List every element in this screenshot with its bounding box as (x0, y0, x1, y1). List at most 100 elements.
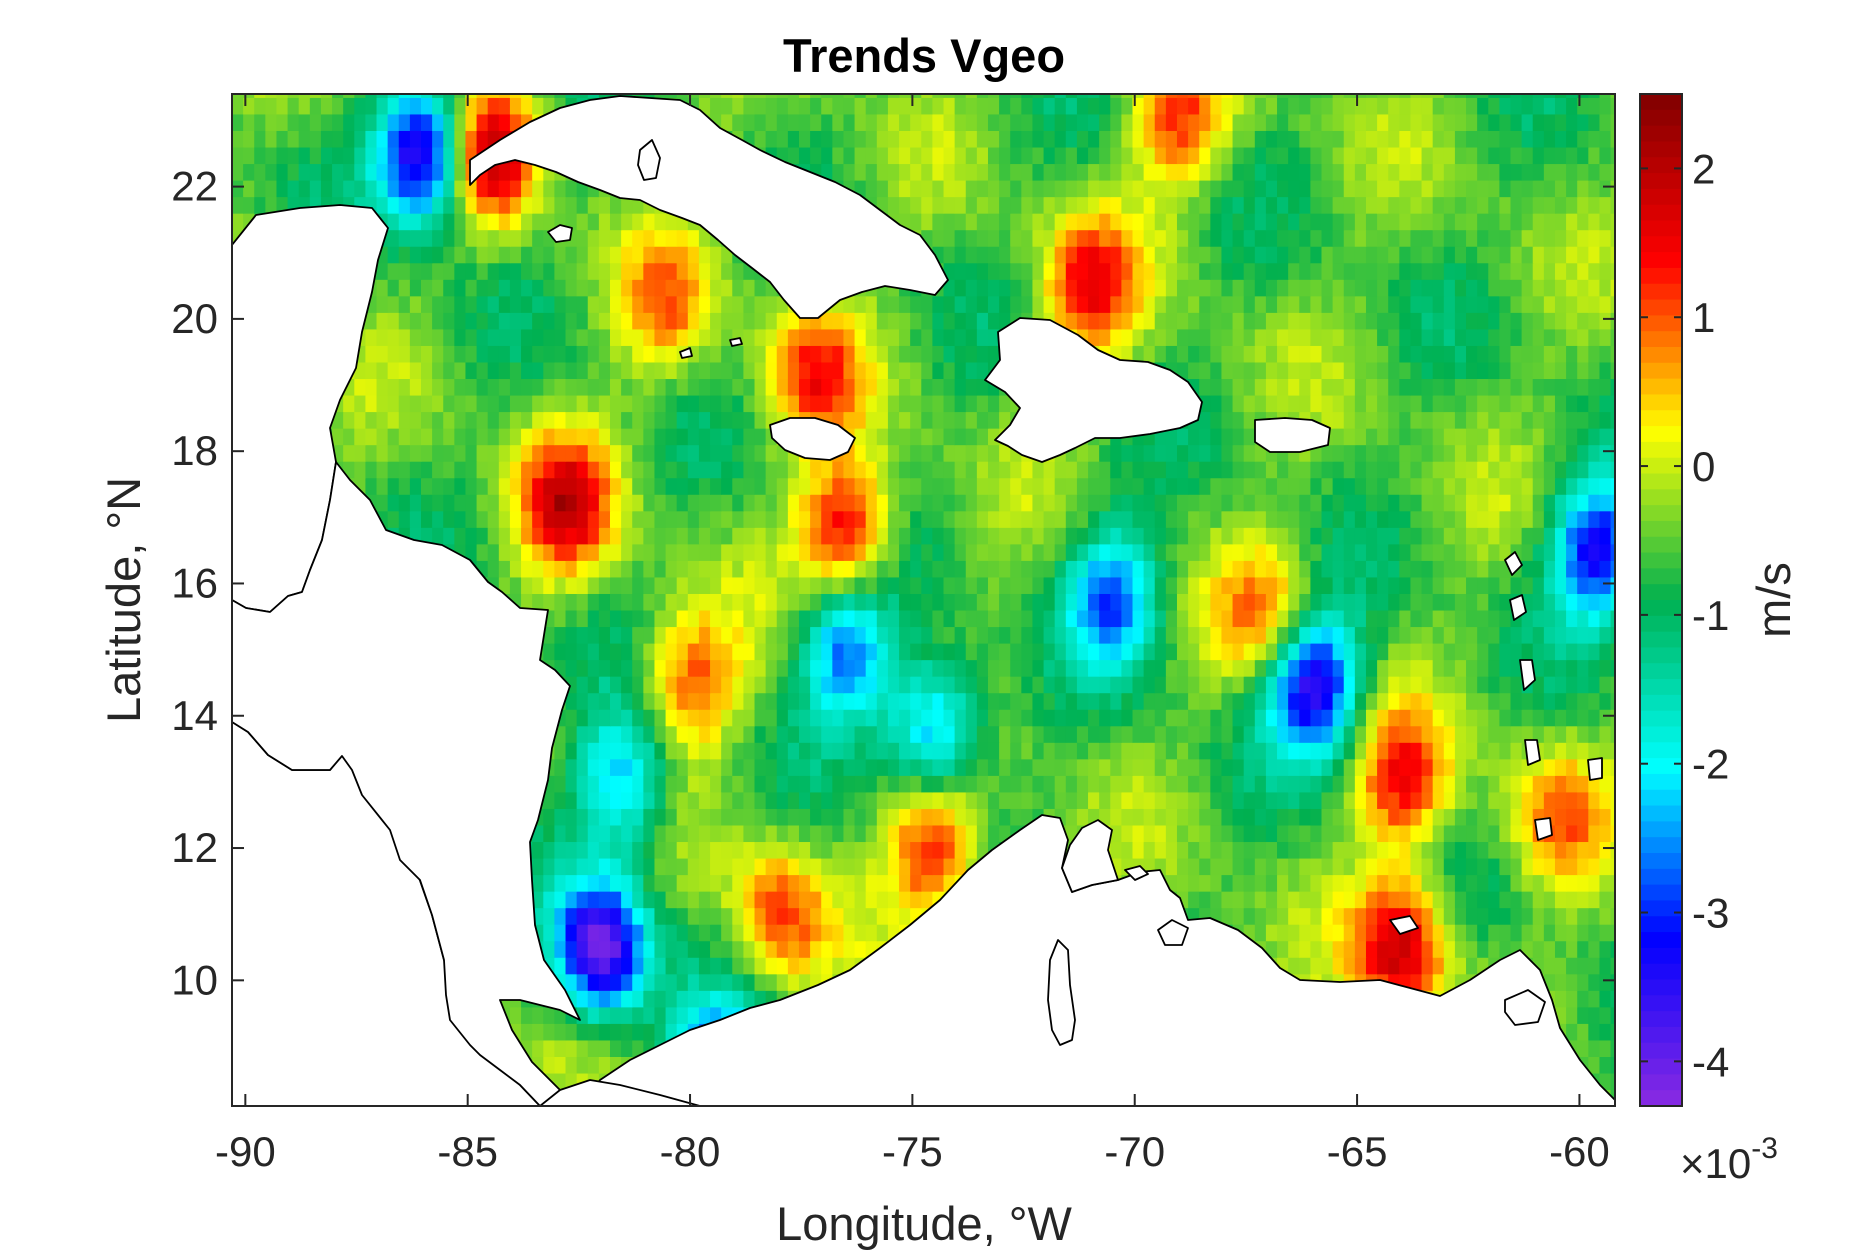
heatmap-cell (1543, 609, 1556, 628)
heatmap-cell (1499, 560, 1512, 578)
heatmap-cell (1466, 477, 1478, 495)
heatmap-cell (687, 510, 700, 528)
heatmap-cell (632, 709, 644, 727)
heatmap-cell (999, 609, 1011, 628)
heatmap-cell (921, 692, 933, 710)
heatmap-cell (1388, 543, 1400, 561)
heatmap-cell (1566, 857, 1578, 876)
heatmap-cell (1132, 494, 1145, 512)
heatmap-cell (899, 725, 911, 743)
heatmap-cell (821, 676, 833, 694)
heatmap-cell (843, 692, 856, 710)
heatmap-cell (721, 1006, 733, 1024)
heatmap-cell (965, 709, 978, 727)
heatmap-cell (665, 477, 678, 495)
heatmap-cell (521, 593, 533, 611)
heatmap-cell (1343, 576, 1356, 594)
heatmap-cell (598, 775, 611, 793)
heatmap-cell (1188, 676, 1200, 694)
heatmap-cell (1354, 841, 1367, 859)
heatmap-cell (1010, 593, 1022, 611)
heatmap-cell (1521, 510, 1534, 528)
heatmap-cell (1054, 560, 1067, 578)
heatmap-cell (1521, 791, 1534, 809)
heatmap-cell (1343, 560, 1356, 578)
heatmap-cell (1110, 593, 1122, 611)
heatmap-cell (1577, 742, 1589, 760)
heatmap-cell (1099, 659, 1111, 677)
heatmap-cell (1121, 461, 1134, 479)
heatmap-cell (1110, 527, 1122, 545)
heatmap-cell (854, 775, 867, 793)
heatmap-cell (432, 461, 444, 479)
heatmap-cell (1188, 791, 1200, 809)
heatmap-cell (1332, 841, 1345, 859)
heatmap-cell (598, 1023, 611, 1041)
heatmap-cell (554, 510, 567, 528)
heatmap-cell (1110, 461, 1122, 479)
heatmap-cell (1399, 725, 1412, 743)
heatmap-cell (932, 477, 945, 495)
heatmap-cell (787, 891, 800, 909)
heatmap-cell (865, 758, 878, 776)
heatmap-cell (1176, 527, 1189, 545)
heatmap-cell (876, 543, 889, 561)
heatmap-cell (1277, 642, 1289, 661)
heatmap-cell (976, 692, 989, 710)
heatmap-cell (1577, 510, 1589, 528)
heatmap-cell (732, 891, 744, 909)
heatmap-cell (609, 874, 622, 892)
heatmap-cell (654, 1023, 667, 1041)
heatmap-cell (1310, 874, 1323, 892)
heatmap-cell (554, 758, 567, 776)
heatmap-cell (1210, 891, 1223, 909)
heatmap-cell (1199, 576, 1211, 594)
heatmap-cell (1299, 576, 1311, 594)
heatmap-cell (965, 593, 978, 611)
heatmap-cell (1288, 659, 1300, 677)
heatmap-cell (1566, 709, 1578, 727)
heatmap-cell (1588, 659, 1601, 677)
heatmap-cell (1054, 725, 1067, 743)
heatmap-cell (887, 576, 900, 594)
heatmap-cell (665, 494, 678, 512)
heatmap-cell (1254, 477, 1267, 495)
heatmap-cell (821, 626, 833, 644)
heatmap-cell (843, 527, 856, 545)
heatmap-cell (1399, 891, 1412, 909)
heatmap-cell (876, 626, 889, 644)
heatmap-cell (1321, 626, 1334, 644)
heatmap-cell (1199, 841, 1211, 859)
heatmap-cell (999, 576, 1011, 594)
heatmap-cell (1310, 742, 1323, 760)
heatmap-cell (1288, 593, 1300, 611)
heatmap-cell (1599, 957, 1612, 975)
heatmap-cell (865, 477, 878, 495)
heatmap-cell (832, 725, 845, 743)
heatmap-cell (1143, 444, 1156, 462)
heatmap-cell (1477, 924, 1489, 942)
heatmap-cell (1088, 791, 1100, 809)
heatmap-cell (576, 527, 589, 545)
heatmap-cell (676, 477, 689, 495)
heatmap-cell (376, 477, 389, 495)
heatmap-cell (654, 642, 667, 661)
heatmap-cell (1254, 841, 1267, 859)
heatmap-cell (732, 692, 744, 710)
heatmap-cell (921, 791, 933, 809)
heatmap-cell (1421, 758, 1434, 776)
heatmap-cell (1510, 461, 1523, 479)
heatmap-cell (421, 477, 433, 495)
heatmap-cell (954, 461, 967, 479)
heatmap-cell (587, 940, 600, 958)
heatmap-cell (1388, 461, 1400, 479)
heatmap-cell (1377, 444, 1389, 462)
heatmap-cell (710, 461, 722, 479)
heatmap-cell (576, 494, 589, 512)
heatmap-cell (1577, 1023, 1589, 1041)
heatmap-cell (1188, 824, 1200, 843)
heatmap-cell (1321, 510, 1334, 528)
heatmap-cell (1543, 841, 1556, 859)
heatmap-cell (999, 543, 1011, 561)
heatmap-cell (1265, 940, 1278, 958)
